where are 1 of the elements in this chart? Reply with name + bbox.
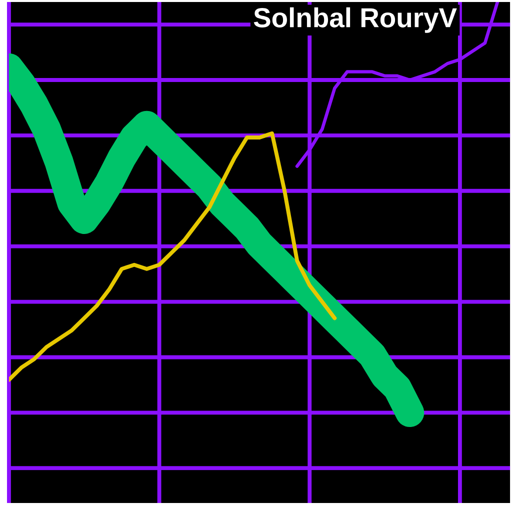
chart-title: Solnbal RouryV	[254, 7, 457, 33]
